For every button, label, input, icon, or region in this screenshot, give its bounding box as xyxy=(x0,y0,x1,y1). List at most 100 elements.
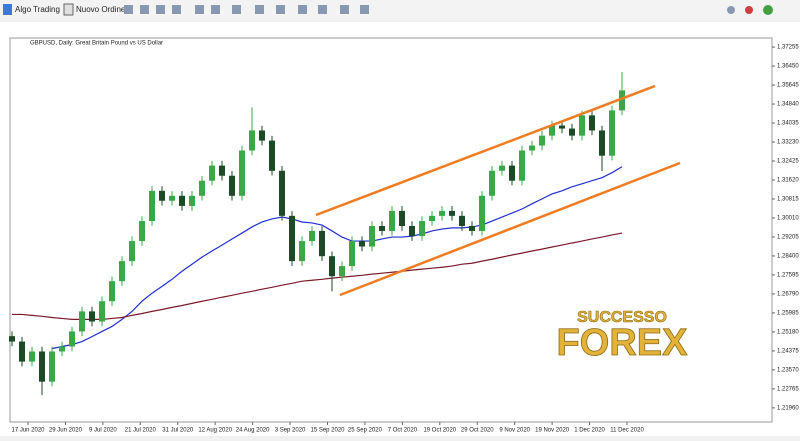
x-tick-label: 29 Jun 2020 xyxy=(49,428,83,434)
candle-body xyxy=(59,346,65,352)
x-tick-label: 19 Nov 2020 xyxy=(535,428,570,434)
candle-body xyxy=(609,110,615,156)
candle-body xyxy=(409,225,415,237)
candle-body xyxy=(519,150,525,181)
y-tick-label: 1.22765 xyxy=(777,386,799,392)
x-tick-label: 19 Oct 2020 xyxy=(423,428,456,434)
candle-body xyxy=(269,140,275,171)
candle-body xyxy=(539,135,545,146)
y-tick-label: 1.27595 xyxy=(777,273,799,279)
candle-body xyxy=(299,241,305,262)
x-tick-label: 9 Jul 2020 xyxy=(89,428,117,434)
candle-body xyxy=(399,210,405,226)
y-tick-label: 1.23570 xyxy=(777,367,799,373)
algo-icon xyxy=(3,4,12,15)
candle-body xyxy=(479,195,485,231)
channel-upper xyxy=(315,84,656,217)
new-order-button[interactable]: Nuovo Ordine xyxy=(76,5,126,14)
candle-body xyxy=(109,281,115,302)
chart-title: GBPUSD, Daily: Great Britain Pound vs US… xyxy=(30,41,163,47)
candle-body xyxy=(179,195,185,206)
y-tick-label: 1.37255 xyxy=(777,45,799,51)
candle-body xyxy=(189,195,195,206)
candle-body xyxy=(29,351,35,362)
x-tick-label: 31 Jul 2020 xyxy=(162,428,194,434)
candle-body xyxy=(599,130,605,156)
candle-body xyxy=(239,150,245,196)
candle-body xyxy=(509,165,515,181)
x-tick-label: 3 Sep 2020 xyxy=(275,428,306,434)
candle-body xyxy=(129,241,135,262)
y-tick-label: 1.28400 xyxy=(777,254,799,260)
moving-average xyxy=(51,166,623,350)
candle-body xyxy=(39,351,45,382)
candle-body xyxy=(139,221,145,242)
candle-body xyxy=(159,190,165,201)
candle-body xyxy=(259,130,265,141)
candle-body xyxy=(69,331,75,347)
candle-body xyxy=(379,225,385,231)
candle-body xyxy=(19,341,25,362)
candle-body xyxy=(99,301,105,322)
candle-body xyxy=(419,221,425,237)
candle-body xyxy=(529,145,535,151)
y-tick-label: 1.33230 xyxy=(777,140,799,146)
candle-body xyxy=(329,256,335,277)
candle-body xyxy=(119,261,125,282)
candle-body xyxy=(439,210,445,216)
candle-body xyxy=(369,225,375,247)
plot-frame xyxy=(9,37,773,423)
candle-body xyxy=(219,165,225,176)
y-tick-label: 1.32425 xyxy=(777,159,799,165)
candle-body xyxy=(559,125,565,129)
candle-body xyxy=(149,190,155,222)
candle-body xyxy=(9,336,15,342)
candle-body xyxy=(209,165,215,181)
x-tick-label: 1 Dec 2020 xyxy=(574,428,605,434)
y-tick-label: 1.26790 xyxy=(777,291,799,297)
candle-body xyxy=(619,90,625,111)
moving-averages xyxy=(12,166,623,350)
y-tick-label: 1.36450 xyxy=(777,64,799,70)
y-tick-label: 1.30815 xyxy=(777,197,799,203)
candle-body xyxy=(489,170,495,196)
candle-body xyxy=(389,210,395,231)
y-tick-label: 1.24375 xyxy=(777,348,799,354)
chart-window xyxy=(0,22,800,436)
candle-body xyxy=(359,241,365,247)
candle-body xyxy=(169,195,175,201)
channel-lower xyxy=(339,161,681,297)
x-tick-label: 17 Jun 2020 xyxy=(11,428,45,434)
candle-body xyxy=(229,175,235,196)
watermark-top: SUCCESSO xyxy=(577,309,667,326)
candle-body xyxy=(499,165,505,171)
moving-average xyxy=(12,232,623,320)
x-tick-label: 11 Dec 2020 xyxy=(610,428,644,434)
candle-body xyxy=(429,215,435,222)
channel xyxy=(315,84,681,297)
x-tick-label: 7 Oct 2020 xyxy=(388,428,418,434)
candle-body xyxy=(279,170,285,216)
algo-trading-button[interactable]: Algo Trading xyxy=(15,5,60,14)
candle-body xyxy=(49,351,55,382)
y-tick-label: 1.21960 xyxy=(777,405,799,411)
candle-body xyxy=(459,215,465,226)
candle-body xyxy=(339,266,345,277)
candle-body xyxy=(249,130,255,151)
candle-body xyxy=(319,230,325,257)
candle-body xyxy=(579,115,585,136)
x-tick-label: 25 Sep 2020 xyxy=(348,428,383,434)
x-tick-label: 15 Sep 2020 xyxy=(310,428,345,434)
candle-body xyxy=(589,115,595,131)
x-tick-label: 21 Jul 2020 xyxy=(125,428,157,434)
y-tick-label: 1.31620 xyxy=(777,178,799,184)
candle-body xyxy=(89,311,95,322)
x-tick-label: 24 Aug 2020 xyxy=(236,428,270,434)
candle-body xyxy=(79,311,85,332)
candle-body xyxy=(199,180,205,196)
x-tick-label: 9 Nov 2020 xyxy=(499,428,530,434)
y-tick-label: 1.25985 xyxy=(777,310,799,316)
watermark-bottom: FOREX xyxy=(557,322,689,364)
x-tick-label: 12 Aug 2020 xyxy=(198,428,232,434)
candle-body xyxy=(289,215,295,262)
